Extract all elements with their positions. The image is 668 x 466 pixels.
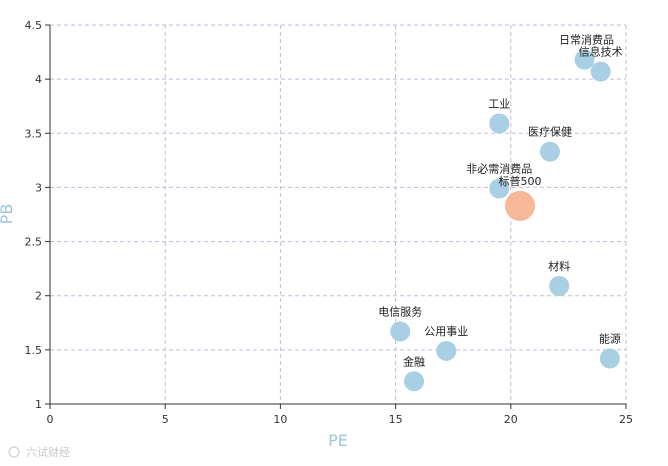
y-tick-label: 3.5: [25, 127, 43, 140]
sector-point[interactable]: [549, 275, 570, 296]
y-tick-label: 2: [35, 290, 42, 303]
point-label: 日常消费品: [559, 33, 614, 47]
benchmark-point[interactable]: [505, 190, 536, 221]
y-axis-title: PB: [0, 204, 16, 225]
y-tick-label: 1.5: [25, 344, 43, 357]
point-label: 标普500: [499, 174, 542, 188]
x-tick-label: 0: [47, 413, 54, 426]
x-tick-label: 15: [389, 413, 403, 426]
point-label: 医疗保健: [528, 125, 572, 139]
x-tick-label: 25: [619, 413, 633, 426]
y-tick-label: 4: [35, 73, 42, 86]
y-tick-label: 2.5: [25, 236, 43, 249]
point-label: 金融: [403, 354, 425, 368]
sector-point[interactable]: [574, 49, 595, 70]
axis-layer: 0 5 10 15 20 25 1 1.5 2 2.5 3 3.5 4 4.5: [25, 19, 634, 426]
sector-point[interactable]: [599, 348, 620, 369]
sector-point[interactable]: [489, 178, 510, 199]
point-label: 工业: [488, 98, 510, 111]
point-label: 公用事业: [424, 325, 468, 338]
sector-point[interactable]: [539, 141, 560, 162]
sector-point[interactable]: [390, 321, 411, 342]
sector-point[interactable]: [489, 113, 510, 134]
point-label: 材料: [548, 259, 570, 273]
y-tick-label: 1: [35, 398, 42, 411]
point-label: 电信服务: [378, 305, 422, 318]
point-layer: [390, 49, 620, 392]
y-tick-label: 3: [35, 181, 42, 194]
x-axis-title: PE: [328, 431, 348, 450]
sector-point[interactable]: [404, 371, 425, 392]
watermark-logo-icon: [8, 446, 20, 458]
y-tick-label: 4.5: [25, 19, 43, 32]
point-label: 信息技术: [579, 45, 623, 59]
sector-point[interactable]: [436, 340, 457, 361]
grid-layer: [50, 24, 627, 404]
point-label: 能源: [599, 332, 621, 346]
watermark-text: 六试财经: [26, 445, 70, 459]
x-tick-label: 20: [504, 413, 518, 426]
point-label: 非必需消费品: [466, 162, 532, 176]
watermark: 六试财经: [8, 445, 70, 459]
x-tick-label: 5: [162, 413, 169, 426]
x-tick-label: 10: [273, 413, 287, 426]
sector-point[interactable]: [590, 61, 611, 82]
